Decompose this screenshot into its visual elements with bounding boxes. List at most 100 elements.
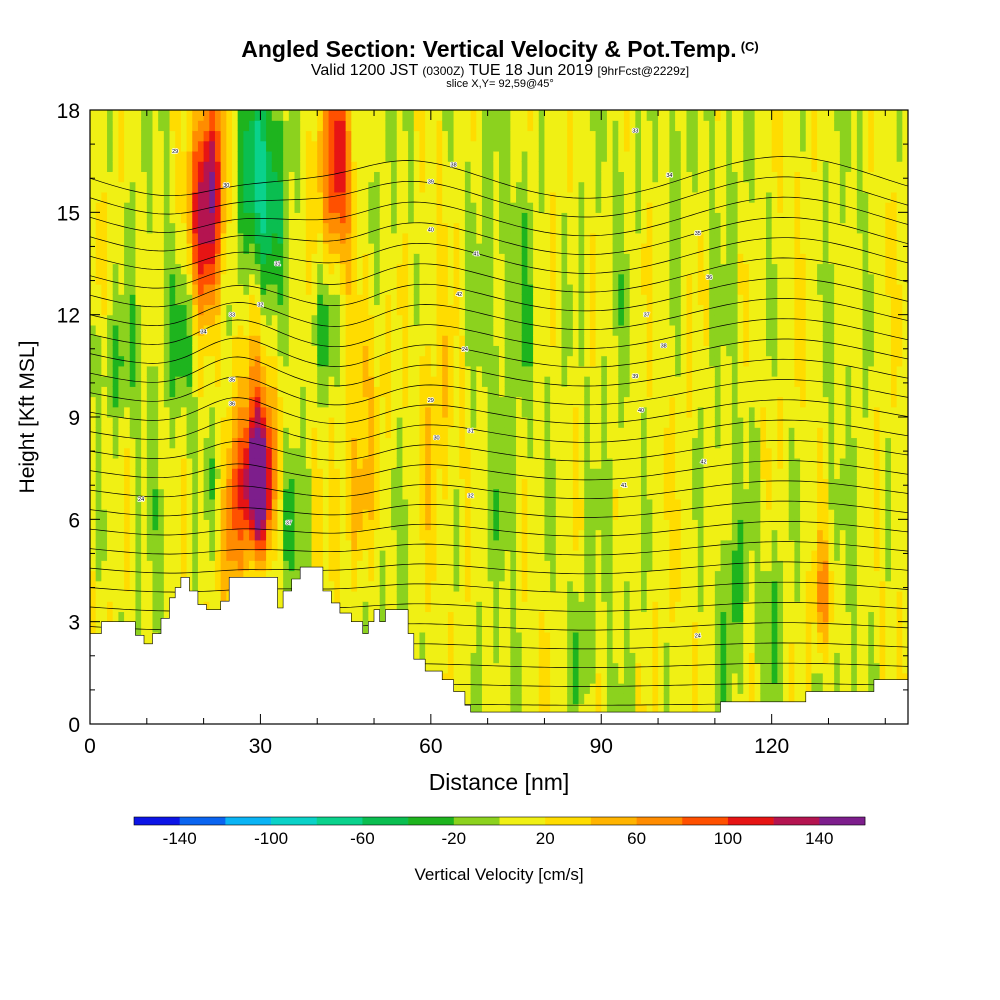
velocity-cell — [493, 570, 500, 582]
velocity-cell — [175, 150, 182, 162]
velocity-cell — [464, 468, 472, 479]
velocity-cell — [146, 181, 154, 193]
velocity-cell — [339, 161, 347, 172]
velocity-cell — [550, 150, 557, 162]
velocity-cell — [118, 478, 125, 490]
velocity-cell — [249, 283, 256, 295]
velocity-cell — [300, 417, 307, 428]
velocity-cell — [118, 304, 125, 316]
velocity-cell — [288, 130, 296, 142]
velocity-cell — [453, 457, 460, 469]
velocity-cell — [499, 263, 506, 275]
velocity-cell — [300, 396, 307, 408]
velocity-cell — [203, 202, 210, 213]
velocity-cell — [197, 345, 205, 357]
velocity-cell — [146, 161, 154, 172]
velocity-cell — [203, 253, 210, 265]
velocity-cell — [419, 478, 426, 490]
velocity-cell — [95, 560, 102, 572]
velocity-cell — [430, 161, 438, 172]
velocity-cell — [374, 427, 381, 439]
velocity-cell — [180, 417, 188, 428]
velocity-cell — [533, 642, 540, 653]
velocity-cell — [533, 703, 540, 715]
velocity-cell — [476, 427, 483, 439]
velocity-cell — [152, 161, 159, 172]
velocity-cell — [555, 468, 563, 479]
velocity-cell — [555, 457, 563, 469]
velocity-cell — [550, 703, 557, 715]
velocity-cell — [339, 376, 347, 387]
velocity-cell — [476, 355, 483, 367]
velocity-cell — [146, 621, 154, 633]
velocity-cell — [538, 447, 546, 459]
velocity-cell — [107, 529, 114, 541]
velocity-cell — [430, 396, 438, 408]
velocity-cell — [555, 560, 563, 572]
velocity-cell — [368, 273, 375, 285]
velocity-cell — [249, 488, 256, 500]
velocity-cell — [351, 488, 358, 500]
velocity-cell — [317, 294, 324, 306]
velocity-cell — [481, 150, 489, 162]
velocity-cell — [396, 365, 404, 377]
velocity-cell — [516, 611, 523, 623]
velocity-cell — [107, 150, 114, 162]
velocity-cell — [396, 417, 404, 428]
velocity-cell — [481, 202, 489, 213]
velocity-cell — [413, 529, 421, 541]
velocity-cell — [158, 202, 165, 213]
velocity-cell — [391, 601, 398, 613]
velocity-cell — [118, 355, 125, 367]
velocity-cell — [362, 427, 369, 439]
velocity-cell — [345, 386, 352, 398]
velocity-cell — [339, 550, 347, 561]
velocity-cell — [163, 171, 171, 183]
velocity-cell — [146, 570, 154, 582]
velocity-cell — [249, 386, 256, 398]
velocity-cell — [226, 110, 233, 121]
velocity-cell — [322, 365, 330, 377]
velocity-cell — [254, 427, 262, 439]
velocity-cell — [197, 468, 205, 479]
velocity-cell — [356, 283, 364, 295]
velocity-cell — [186, 232, 193, 244]
velocity-cell — [481, 580, 489, 592]
velocity-cell — [163, 161, 171, 172]
velocity-cell — [203, 324, 210, 336]
velocity-cell — [374, 263, 381, 275]
velocity-cell — [317, 488, 324, 500]
velocity-cell — [214, 601, 222, 613]
velocity-cell — [470, 171, 477, 183]
velocity-cell — [107, 294, 114, 306]
velocity-cell — [192, 181, 199, 193]
velocity-cell — [447, 376, 455, 387]
velocity-cell — [129, 294, 137, 306]
velocity-cell — [203, 406, 210, 418]
velocity-cell — [550, 314, 557, 326]
velocity-cell — [237, 232, 244, 244]
velocity-cell — [550, 621, 557, 633]
velocity-cell — [362, 488, 369, 500]
velocity-cell — [425, 345, 432, 357]
velocity-cell — [305, 273, 313, 285]
velocity-cell — [112, 386, 119, 398]
velocity-cell — [107, 273, 114, 285]
velocity-cell — [118, 417, 125, 428]
velocity-cell — [129, 560, 137, 572]
velocity-cell — [459, 601, 466, 613]
velocity-cell — [510, 324, 517, 336]
velocity-cell — [101, 529, 108, 541]
velocity-cell — [464, 417, 472, 428]
velocity-cell — [124, 181, 131, 193]
velocity-cell — [271, 130, 279, 142]
velocity-cell — [305, 437, 313, 449]
velocity-cell — [203, 212, 210, 224]
velocity-cell — [555, 662, 563, 674]
velocity-cell — [141, 621, 148, 633]
velocity-cell — [413, 406, 421, 418]
velocity-cell — [186, 406, 193, 418]
velocity-cell — [158, 457, 165, 469]
velocity-cell — [379, 324, 386, 336]
velocity-cell — [368, 345, 375, 357]
